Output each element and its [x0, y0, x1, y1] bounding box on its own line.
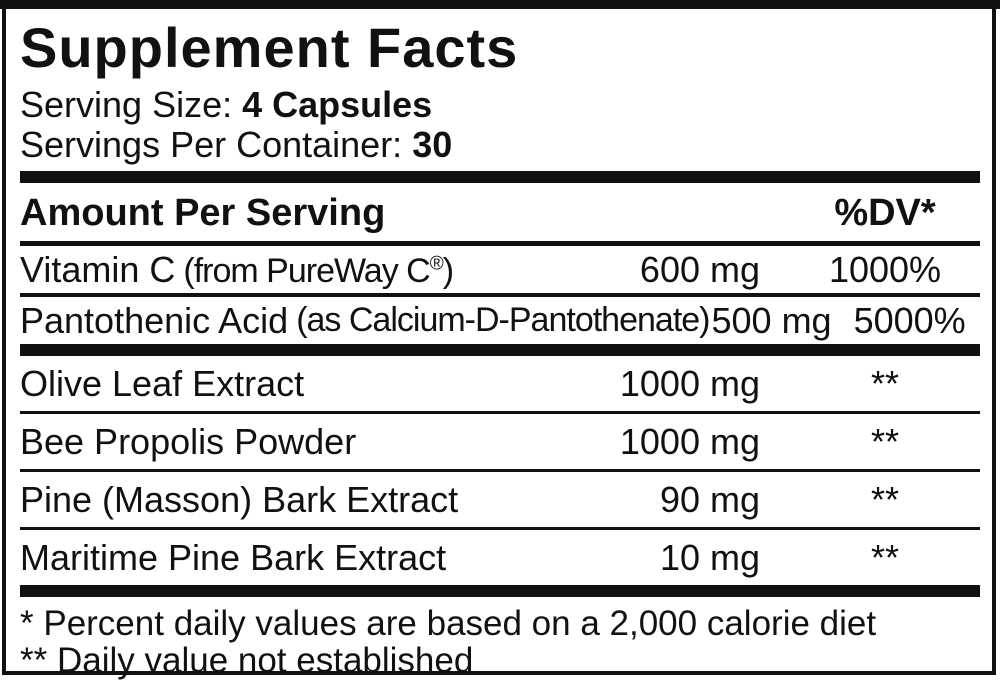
- divider-thin: [20, 411, 980, 414]
- label-top-border: [0, 0, 1000, 9]
- serving-size-line: Serving Size: 4 Capsules: [20, 85, 980, 125]
- footnote-dv-not-established: ** Daily value not established: [20, 641, 474, 680]
- serving-size-value: 4 Capsules: [242, 84, 433, 125]
- ingredient-qualifier: (from PureWay C®): [183, 251, 454, 290]
- table-row-pantothenic-acid: Pantothenic Acid (as Calcium-D-Pantothena…: [20, 297, 980, 344]
- ingredient-name: Maritime Pine Bark Extract: [20, 536, 447, 578]
- amount-per-serving-header: Amount Per Serving: [20, 192, 386, 234]
- table-header-row: Amount Per Serving %DV*: [20, 183, 980, 241]
- percent-dv-header: %DV*: [834, 192, 936, 234]
- divider-thin: [20, 469, 980, 472]
- ingredient-dv: **: [870, 362, 900, 404]
- ingredient-name: Vitamin C (from PureWay C®): [20, 248, 454, 290]
- divider-thick: [20, 585, 980, 597]
- ingredient-name: Pantothenic Acid: [20, 299, 289, 341]
- ingredient-dv: **: [870, 536, 900, 578]
- serving-size-label: Serving Size:: [20, 84, 243, 125]
- table-row-bee-propolis: Bee Propolis Powder 1000 mg **: [20, 414, 980, 469]
- ingredient-dv: 1000%: [828, 248, 942, 290]
- ingredient-dv: **: [870, 420, 900, 462]
- ingredient-amount: 10 mg: [659, 536, 760, 578]
- divider-thin: [20, 293, 980, 297]
- table-row-maritime-pine-bark: Maritime Pine Bark Extract 10 mg **: [20, 530, 980, 585]
- ingredient-amount: 1000 mg: [619, 420, 760, 462]
- servings-per-container-label: Servings Per Container:: [20, 124, 413, 165]
- table-row-olive-leaf: Olive Leaf Extract 1000 mg **: [20, 356, 980, 411]
- registered-trademark-symbol: ®: [429, 253, 444, 275]
- supplement-facts-panel: Supplement Facts Serving Size: 4 Capsule…: [2, 9, 996, 679]
- divider-thin: [20, 527, 980, 530]
- divider-thick: [20, 171, 980, 183]
- servings-per-container-line: Servings Per Container: 30: [20, 125, 980, 165]
- ingredient-name: Bee Propolis Powder: [20, 420, 357, 462]
- ingredient-dv: 5000%: [853, 299, 966, 341]
- ingredient-name: Pine (Masson) Bark Extract: [20, 478, 459, 520]
- ingredient-amount: 1000 mg: [619, 362, 760, 404]
- ingredient-dv: **: [870, 478, 900, 520]
- ingredient-amount: 90 mg: [659, 478, 760, 520]
- divider-medium: [20, 241, 980, 246]
- ingredient-amount: 600 mg: [639, 248, 760, 290]
- ingredient-name: Olive Leaf Extract: [20, 362, 305, 404]
- footnote-percent-dv: * Percent daily values are based on a 2,…: [20, 604, 877, 643]
- ingredient-amount: 500 mg: [711, 299, 832, 341]
- page-title: Supplement Facts: [20, 16, 519, 79]
- servings-per-container-value: 30: [412, 124, 453, 165]
- table-row-pine-masson-bark: Pine (Masson) Bark Extract 90 mg **: [20, 472, 980, 527]
- table-row-vitamin-c: Vitamin C (from PureWay C®) 600 mg 1000%: [20, 246, 980, 293]
- ingredient-qualifier: (as Calcium-D-Pantothenate): [296, 301, 710, 339]
- footnotes: * Percent daily values are based on a 2,…: [20, 597, 980, 679]
- divider-thick: [20, 344, 980, 356]
